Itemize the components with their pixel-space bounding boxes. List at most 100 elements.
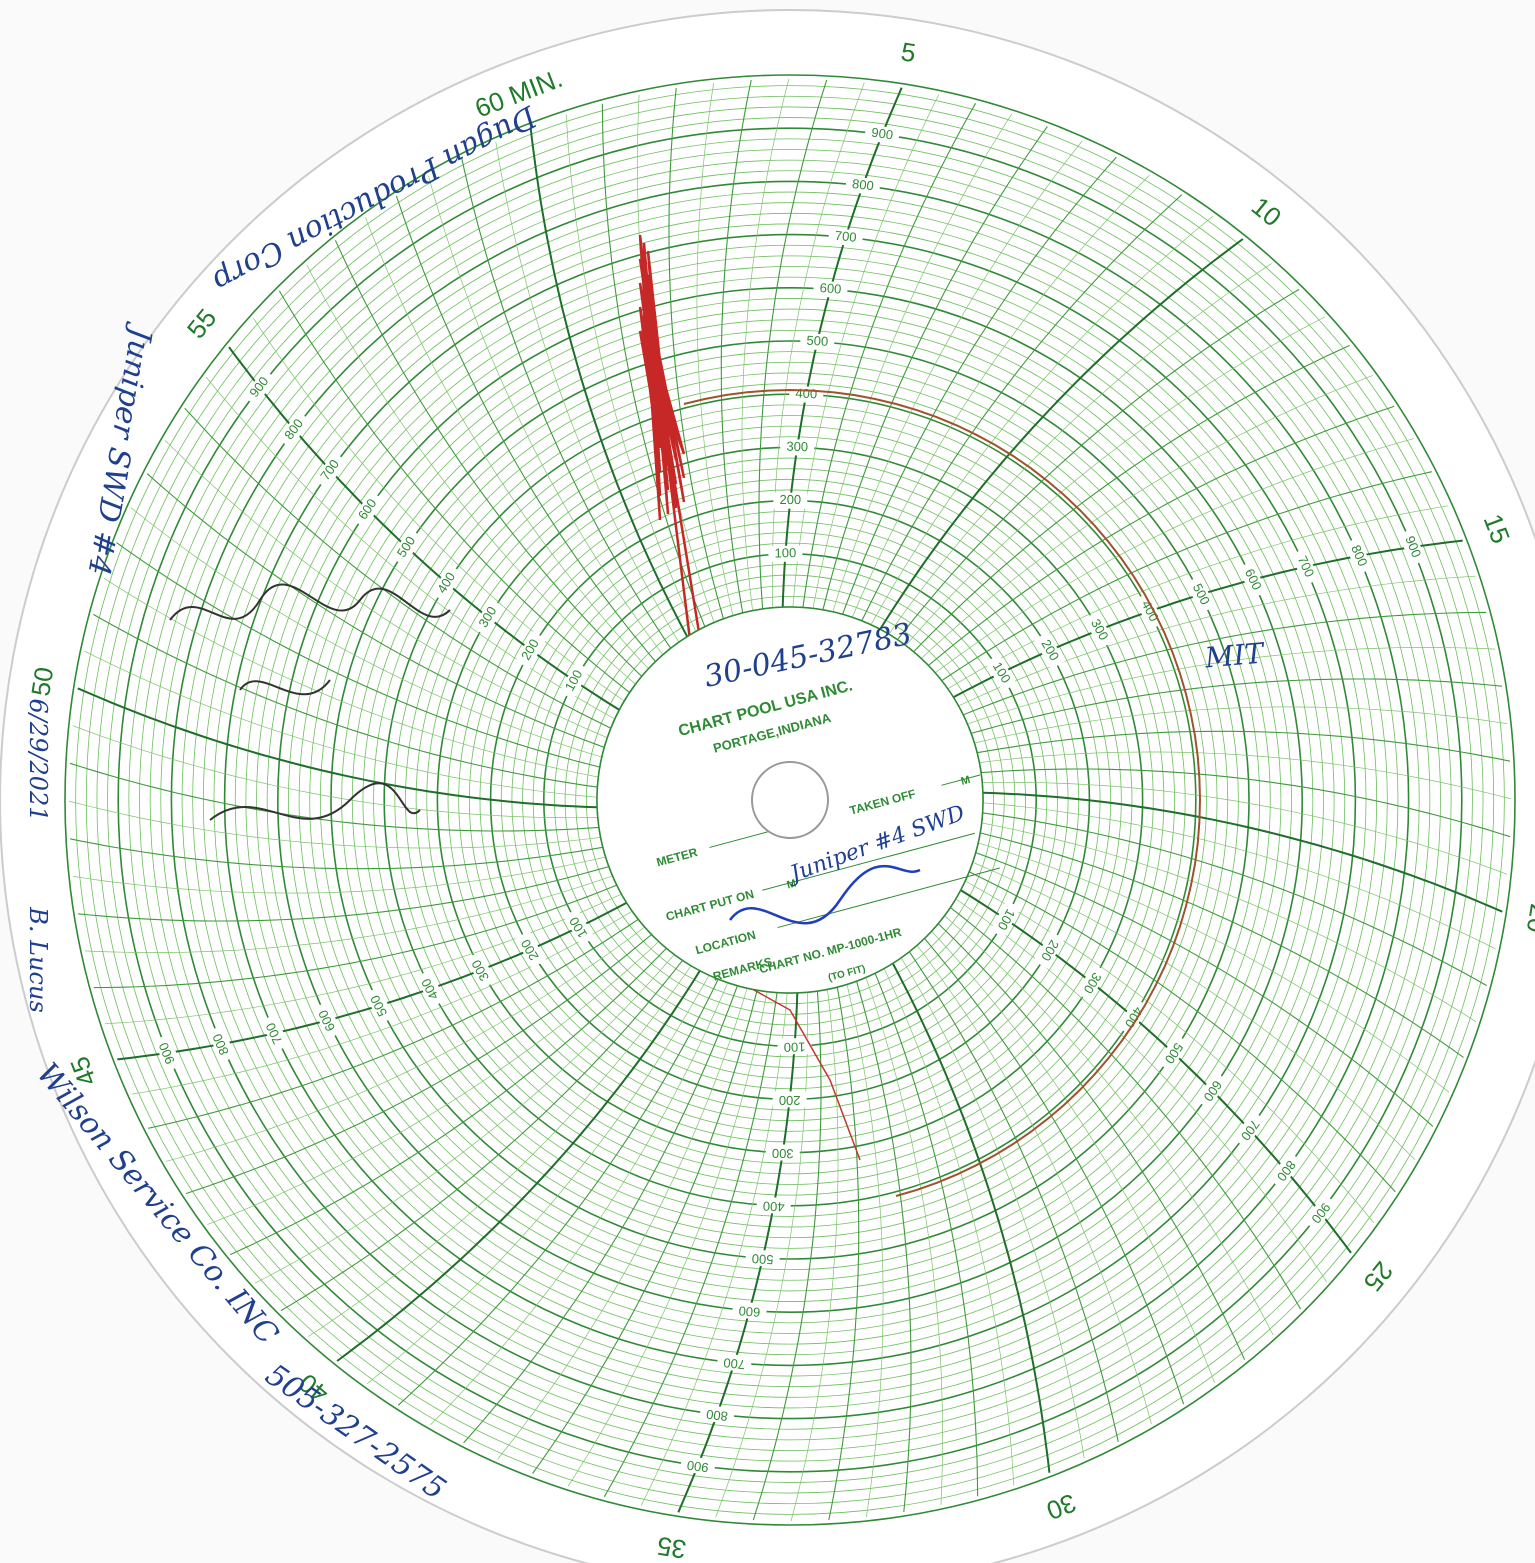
scale-label-bg [780,439,815,456]
ring [75,85,1505,1515]
spoke [430,982,729,1426]
spoke [668,87,724,619]
scale-label-bg [827,227,864,247]
ring [458,468,1122,1132]
spoke [792,94,940,608]
ring [96,106,1484,1494]
scale-label: 200 [779,492,801,507]
scale-label-bg [1237,560,1267,599]
spoke [891,962,1051,1473]
spoke [935,438,1414,674]
ring [128,138,1452,1462]
center-label-text: M [786,878,798,892]
spoke [567,991,768,1487]
spoke [971,678,1503,734]
spoke [603,992,778,1497]
scale-label-bg [1117,998,1149,1036]
scale-label-bg [1290,548,1320,586]
handwriting: 6/29/2021 [24,698,52,821]
ring [213,223,1367,1377]
spoke [802,103,977,608]
spoke [865,977,943,1506]
spoke [979,751,1512,800]
spoke [981,822,1477,1023]
spoke [812,113,1013,609]
scale-label-bg [756,1196,792,1215]
scale-label-bg [277,411,312,449]
spoke [77,687,598,809]
scale-label-bg [679,1455,716,1476]
spoke [771,82,865,608]
spoke [978,842,1450,1093]
ring [202,212,1378,1388]
scale-label-bg [812,280,849,299]
spoke [790,989,839,1522]
scale-label-bg [465,951,497,989]
scale-label-bg [990,900,1021,938]
ring [511,521,1069,1079]
scale-label-bg [777,1037,812,1055]
field-line [941,774,981,786]
ring [468,478,1112,1122]
spoke [741,78,790,611]
ring [298,308,1282,1292]
ring [341,351,1239,1249]
spoke [73,856,606,894]
spoke [828,987,860,1521]
scale-label: 900 [686,1458,710,1476]
ring [160,170,1420,1430]
spoke [856,981,912,1513]
scale-label-bg [515,930,546,969]
ring [85,95,1495,1505]
spoke [130,507,602,758]
ring [405,415,1175,1185]
spoke [870,215,1214,625]
scale-label-bg [1303,1194,1337,1231]
spoke [529,127,689,638]
scale-label-bg [765,1144,800,1161]
scale-label-bg [415,969,446,1008]
ring [532,542,1048,1058]
field-line [709,831,768,848]
scale-label-bg [1233,1111,1266,1148]
scale-label-bg [1083,611,1115,649]
spoke [965,880,1375,1224]
spoke [832,140,1083,612]
spoke [982,791,1503,913]
spoke [947,505,1449,690]
ring [139,149,1441,1451]
spoke [69,838,603,870]
spoke [715,992,809,1518]
scale-label-bg [364,986,395,1025]
spoke [944,915,1274,1336]
spoke [185,934,652,1195]
spoke [207,941,660,1225]
spoke [977,730,1511,762]
scale-label: 100 [774,545,796,560]
ring [522,532,1058,1068]
ring [564,574,1016,1026]
ring [266,276,1314,1324]
spoke [937,923,1246,1360]
spoke [900,957,1085,1459]
spoke [397,978,719,1406]
spoke [955,898,1327,1282]
ring [234,244,1346,1356]
scale-label-bg [260,1014,290,1052]
field-line [777,867,1000,929]
ring [373,383,1207,1217]
spoke [495,141,680,643]
spoke [308,965,692,1337]
ring [362,372,1218,1228]
spoke [69,762,600,832]
ring [64,74,1516,1526]
spoke [147,918,639,1129]
ring [330,340,1250,1260]
spoke [896,288,1300,641]
scale-label-bg [314,452,347,489]
scale-label-bg [845,175,881,196]
handwriting: B. Lucus [24,906,52,1013]
scale-label: 600 [819,280,842,297]
ring [223,233,1357,1367]
